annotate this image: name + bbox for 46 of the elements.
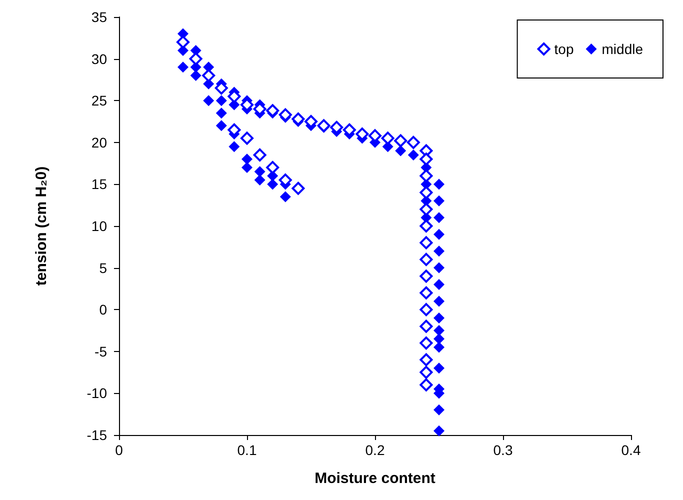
point bbox=[420, 252, 433, 266]
point bbox=[420, 236, 433, 250]
point bbox=[420, 366, 433, 379]
legend-label: middle bbox=[602, 41, 644, 57]
point bbox=[176, 36, 190, 49]
y-tick-label: 10 bbox=[91, 218, 108, 234]
point bbox=[253, 148, 266, 162]
point bbox=[420, 186, 433, 200]
y-tick-label: 30 bbox=[91, 50, 108, 67]
y-tick-label: 0 bbox=[99, 302, 108, 318]
x-axis-title: Moisture content bbox=[314, 470, 436, 487]
point bbox=[292, 182, 305, 195]
point bbox=[420, 378, 433, 392]
y-tick-label: -10 bbox=[86, 385, 108, 402]
y-tick-label: 35 bbox=[91, 9, 108, 25]
point bbox=[420, 220, 433, 232]
point bbox=[240, 132, 254, 145]
y-tick-label: 15 bbox=[91, 176, 108, 192]
point bbox=[317, 119, 330, 132]
y-tick-label: 20 bbox=[91, 134, 108, 150]
point bbox=[420, 320, 433, 333]
point bbox=[420, 202, 433, 216]
point bbox=[394, 134, 408, 148]
x-tick-label: 0.2 bbox=[365, 442, 385, 458]
point bbox=[406, 136, 420, 149]
legend-label: top bbox=[554, 41, 574, 57]
point bbox=[381, 132, 394, 145]
point bbox=[420, 270, 433, 283]
point bbox=[420, 303, 433, 316]
x-tick-label: 0 bbox=[115, 442, 124, 458]
y-tick-label: -15 bbox=[86, 427, 108, 443]
y-tick-label: 5 bbox=[99, 260, 108, 276]
point bbox=[420, 336, 433, 350]
x-tick-label: 0.1 bbox=[237, 442, 257, 458]
point bbox=[266, 160, 280, 174]
x-tick-label: 0.4 bbox=[621, 442, 641, 458]
y-axis-title: tension (cm H₂0) bbox=[33, 166, 50, 286]
point bbox=[420, 169, 433, 182]
y-tick-label: -5 bbox=[94, 343, 108, 360]
point bbox=[420, 353, 433, 366]
point bbox=[420, 152, 433, 166]
x-tick-label: 0.3 bbox=[493, 442, 513, 458]
y-tick-label: 25 bbox=[91, 92, 108, 109]
point bbox=[420, 286, 433, 300]
point bbox=[202, 69, 216, 82]
point bbox=[189, 52, 202, 66]
